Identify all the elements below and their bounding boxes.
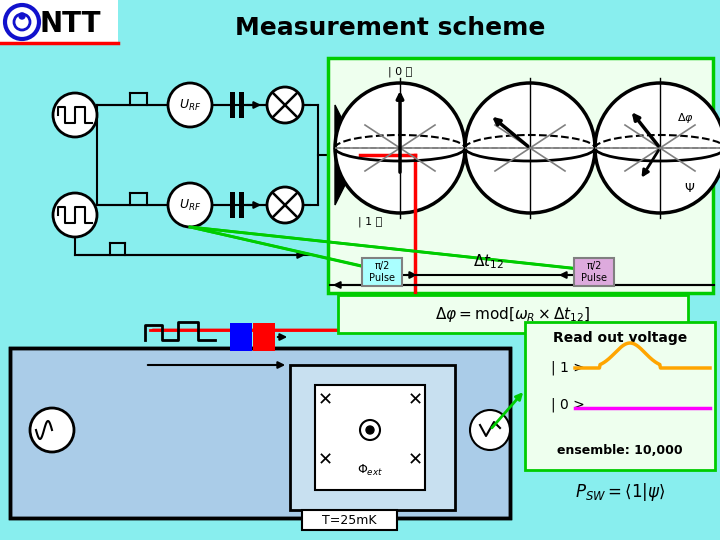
Bar — [574, 258, 614, 286]
Bar — [253, 323, 275, 351]
Bar — [362, 258, 402, 286]
Text: | 0 >: | 0 > — [551, 398, 585, 412]
Circle shape — [360, 420, 380, 440]
Text: π/2
Pulse: π/2 Pulse — [581, 261, 607, 283]
Circle shape — [267, 187, 303, 223]
Circle shape — [168, 183, 212, 227]
Text: $\Delta\varphi = \mathrm{mod}[\omega_R \times \Delta t_{12}]$: $\Delta\varphi = \mathrm{mod}[\omega_R \… — [435, 305, 591, 323]
Circle shape — [30, 408, 74, 452]
Bar — [525, 322, 715, 470]
Circle shape — [14, 14, 30, 30]
Bar — [239, 192, 244, 218]
Text: π/2
Pulse: π/2 Pulse — [369, 261, 395, 283]
Text: $\Delta t_{12}$: $\Delta t_{12}$ — [472, 253, 503, 271]
Text: $P_{SW} = \langle 1|\psi\rangle$: $P_{SW} = \langle 1|\psi\rangle$ — [575, 481, 665, 503]
Bar — [290, 365, 455, 510]
Circle shape — [595, 83, 720, 213]
Bar — [315, 385, 425, 490]
Bar — [239, 92, 244, 118]
Circle shape — [366, 426, 374, 434]
Text: $U_{RF}$: $U_{RF}$ — [179, 97, 201, 112]
Circle shape — [5, 5, 39, 39]
Bar — [10, 348, 510, 518]
Bar — [230, 323, 252, 351]
Bar — [0, 0, 118, 45]
Text: ensemble: 10,000: ensemble: 10,000 — [557, 444, 683, 457]
Polygon shape — [335, 105, 360, 205]
Text: ✕: ✕ — [318, 451, 333, 469]
Text: ✕: ✕ — [318, 391, 333, 409]
Text: $\Phi_{ext}$: $\Phi_{ext}$ — [357, 462, 383, 477]
Bar — [230, 92, 235, 118]
Text: NTT: NTT — [40, 10, 101, 38]
Bar — [10, 348, 510, 518]
Text: Measurement scheme: Measurement scheme — [235, 16, 545, 40]
Text: | 0 〉: | 0 〉 — [388, 67, 412, 77]
Text: $\Psi$: $\Psi$ — [685, 181, 696, 194]
Circle shape — [465, 83, 595, 213]
Bar — [338, 295, 688, 333]
Circle shape — [168, 83, 212, 127]
Text: ✕: ✕ — [408, 451, 423, 469]
Circle shape — [53, 93, 97, 137]
Text: ✕: ✕ — [408, 391, 423, 409]
Text: | 1 〉: | 1 〉 — [358, 217, 382, 227]
Circle shape — [470, 410, 510, 450]
Circle shape — [19, 13, 25, 19]
Bar — [230, 192, 235, 218]
Bar — [328, 58, 713, 293]
Circle shape — [335, 83, 465, 213]
Text: T=25mK: T=25mK — [322, 514, 377, 526]
Text: Read out voltage: Read out voltage — [553, 331, 687, 345]
Circle shape — [267, 87, 303, 123]
Circle shape — [53, 193, 97, 237]
Bar — [525, 440, 715, 462]
Bar — [302, 510, 397, 530]
Text: | 1 >: | 1 > — [551, 361, 585, 375]
Text: $\Delta\varphi$: $\Delta\varphi$ — [677, 111, 693, 125]
Text: $U_{RF}$: $U_{RF}$ — [179, 198, 201, 213]
